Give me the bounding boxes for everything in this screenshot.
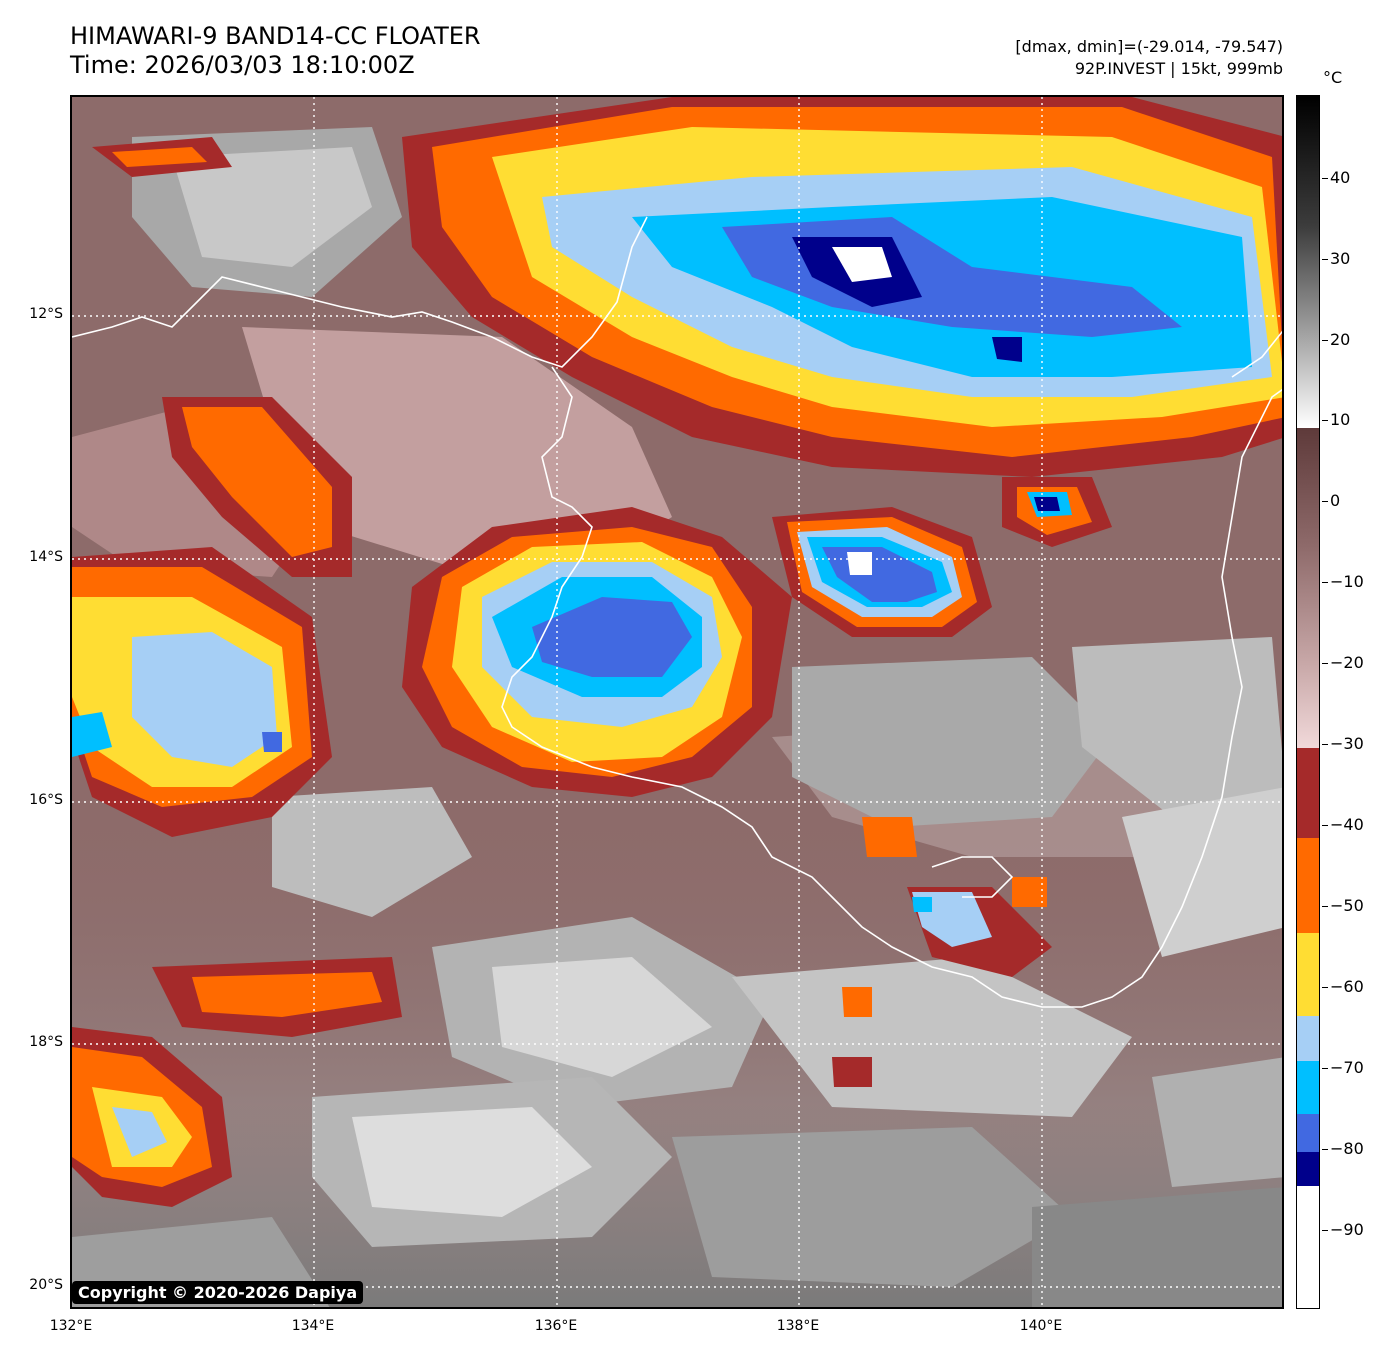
colorbar-label-minus80: −80 <box>1330 1139 1364 1158</box>
lat-label-18s: 18°S <box>29 1034 63 1050</box>
colorbar-tick <box>1322 178 1328 179</box>
colorbar-tick <box>1322 663 1328 664</box>
colorbar-label-minus20: −20 <box>1330 653 1364 672</box>
colorbar-tick <box>1322 744 1328 745</box>
info-line-1: [dmax, dmin]=(-29.014, -79.547) <box>1015 37 1283 56</box>
gridlines <box>72 97 1282 1307</box>
title-line-1: HIMAWARI-9 BAND14-CC FLOATER <box>70 22 481 50</box>
colorbar-label-minus50: −50 <box>1330 896 1364 915</box>
colorbar-label-minus90: −90 <box>1330 1220 1364 1239</box>
lon-label-132e: 132°E <box>49 1318 93 1334</box>
colorbar-tick <box>1322 259 1328 260</box>
info-line-2: 92P.INVEST | 15kt, 999mb <box>1074 59 1283 78</box>
colorbar-tick <box>1322 1068 1328 1069</box>
colorbar-label-minus10: −10 <box>1330 572 1364 591</box>
colorbar-label-minus60: −60 <box>1330 977 1364 996</box>
lon-label-136e: 136°E <box>534 1318 578 1334</box>
colorbar-tick <box>1322 420 1328 421</box>
map-canvas <box>72 97 1282 1307</box>
colorbar-tick <box>1322 987 1328 988</box>
colorbar-tick <box>1322 906 1328 907</box>
colorbar-label-0: 0 <box>1330 491 1341 510</box>
satellite-map[interactable] <box>70 95 1284 1309</box>
title-line-2: Time: 2026/03/03 18:10:00Z <box>70 51 415 79</box>
colorbar-label-40: 40 <box>1330 168 1351 187</box>
colorbar-label-10: 10 <box>1330 410 1351 429</box>
colorbar-tick <box>1322 1230 1328 1231</box>
lat-label-20s: 20°S <box>29 1277 63 1293</box>
lat-label-16s: 16°S <box>29 792 63 808</box>
lon-label-134e: 134°E <box>291 1318 335 1334</box>
colorbar-label-30: 30 <box>1330 249 1351 268</box>
colorbar-tick <box>1322 582 1328 583</box>
colorbar-label-minus70: −70 <box>1330 1058 1364 1077</box>
copyright-badge: Copyright © 2020-2026 Dapiya <box>72 1281 364 1304</box>
colorbar-tick <box>1322 1149 1328 1150</box>
lat-label-12s: 12°S <box>29 306 63 322</box>
colorbar-label-minus30: −30 <box>1330 734 1364 753</box>
lat-label-14s: 14°S <box>29 549 63 565</box>
coastline <box>72 216 1282 1008</box>
colorbar-unit: °C <box>1323 68 1343 87</box>
colorbar-tick <box>1322 501 1328 502</box>
colorbar-tick <box>1322 825 1328 826</box>
colorbar-tick <box>1322 340 1328 341</box>
colorbar <box>1296 95 1320 1309</box>
colorbar-label-minus40: −40 <box>1330 815 1364 834</box>
colorbar-label-20: 20 <box>1330 330 1351 349</box>
lon-label-138e: 138°E <box>776 1318 820 1334</box>
lon-label-140e: 140°E <box>1019 1318 1063 1334</box>
